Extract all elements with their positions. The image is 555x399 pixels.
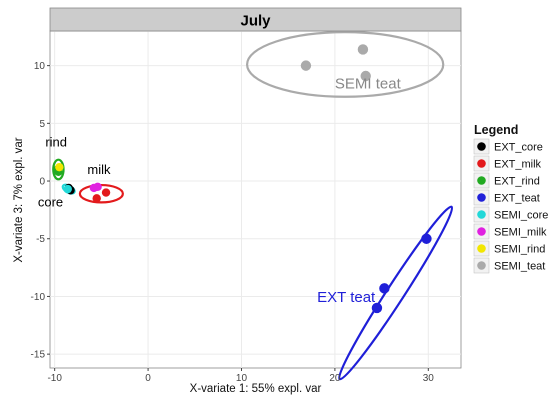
grid-lines bbox=[50, 31, 461, 368]
y-axis-title: X-variate 3: 7% expl. var bbox=[13, 137, 25, 262]
x-tick-label: 10 bbox=[236, 373, 248, 384]
x-tick-label: 20 bbox=[329, 373, 341, 384]
legend-key-marker bbox=[477, 244, 486, 253]
data-point-semi-rind bbox=[55, 162, 64, 172]
annotation-label: SEMI teat bbox=[335, 76, 402, 93]
data-point-ext-teat bbox=[371, 302, 383, 314]
facet-title: July bbox=[240, 13, 271, 30]
annotation-label: EXT teat bbox=[317, 289, 376, 306]
legend-key-marker bbox=[477, 261, 486, 270]
legend-key-marker bbox=[477, 159, 486, 168]
y-tick-label: -5 bbox=[36, 234, 45, 245]
data-point-ext-milk bbox=[92, 194, 101, 203]
y-tick-label: 0 bbox=[39, 177, 45, 188]
data-point-semi-core bbox=[63, 184, 72, 194]
y-tick-label: -10 bbox=[31, 292, 46, 303]
cluster-ellipse-2 bbox=[52, 158, 65, 181]
x-tick-label: -10 bbox=[47, 373, 62, 384]
legend-label: EXT_rind bbox=[494, 176, 540, 188]
data-point-ext-teat bbox=[379, 283, 390, 294]
x-axis-title: X-variate 1: 55% expl. var bbox=[190, 383, 322, 395]
cluster-ellipse-0 bbox=[245, 31, 445, 98]
y-tick-label: 10 bbox=[34, 61, 46, 72]
data-points bbox=[53, 44, 432, 314]
legend-label: SEMI_core bbox=[494, 210, 548, 222]
legend-label: SEMI_rind bbox=[494, 244, 545, 256]
axes: -10 0 10 20 30 -15 -10 -5 0 5 10 bbox=[31, 61, 435, 384]
cluster-annotations: SEMI teat EXT teat rind milk core bbox=[38, 76, 402, 307]
y-tick-label: -15 bbox=[31, 350, 46, 361]
legend-label: EXT_core bbox=[494, 142, 543, 154]
y-tick-labels: -15 -10 -5 0 5 10 bbox=[31, 61, 46, 361]
legend-key-marker bbox=[477, 210, 486, 219]
data-point-semi-teat bbox=[357, 44, 369, 55]
annotation-label: rind bbox=[45, 134, 67, 149]
x-tick-label: 0 bbox=[145, 373, 151, 384]
legend-key-marker bbox=[477, 142, 486, 151]
annotation-label: core bbox=[38, 194, 63, 209]
legend-key-marker bbox=[477, 227, 486, 236]
data-point-ext-teat bbox=[421, 233, 432, 244]
legend-label: SEMI_teat bbox=[494, 261, 545, 273]
legend-label: EXT_milk bbox=[494, 159, 542, 171]
data-point-semi-milk bbox=[93, 182, 102, 192]
x-tick-label: 30 bbox=[423, 373, 435, 384]
legend-label: SEMI_milk bbox=[494, 227, 547, 239]
legend: Legend EXT_core EXT_milk EXT_rind EXT_teat S… bbox=[473, 123, 548, 274]
legend-label: EXT_teat bbox=[494, 193, 540, 205]
legend-key-marker bbox=[477, 193, 486, 202]
legend-title: Legend bbox=[474, 123, 518, 137]
facet-strip: July bbox=[49, 7, 462, 32]
y-tick-label: 5 bbox=[39, 119, 45, 130]
data-point-semi-teat bbox=[300, 60, 312, 71]
legend-key-marker bbox=[477, 176, 486, 185]
data-point-ext-milk bbox=[101, 188, 111, 197]
annotation-label: milk bbox=[87, 162, 111, 177]
data-point-semi-teat bbox=[360, 70, 371, 82]
x-tick-labels: -10 0 10 20 30 bbox=[47, 373, 434, 384]
